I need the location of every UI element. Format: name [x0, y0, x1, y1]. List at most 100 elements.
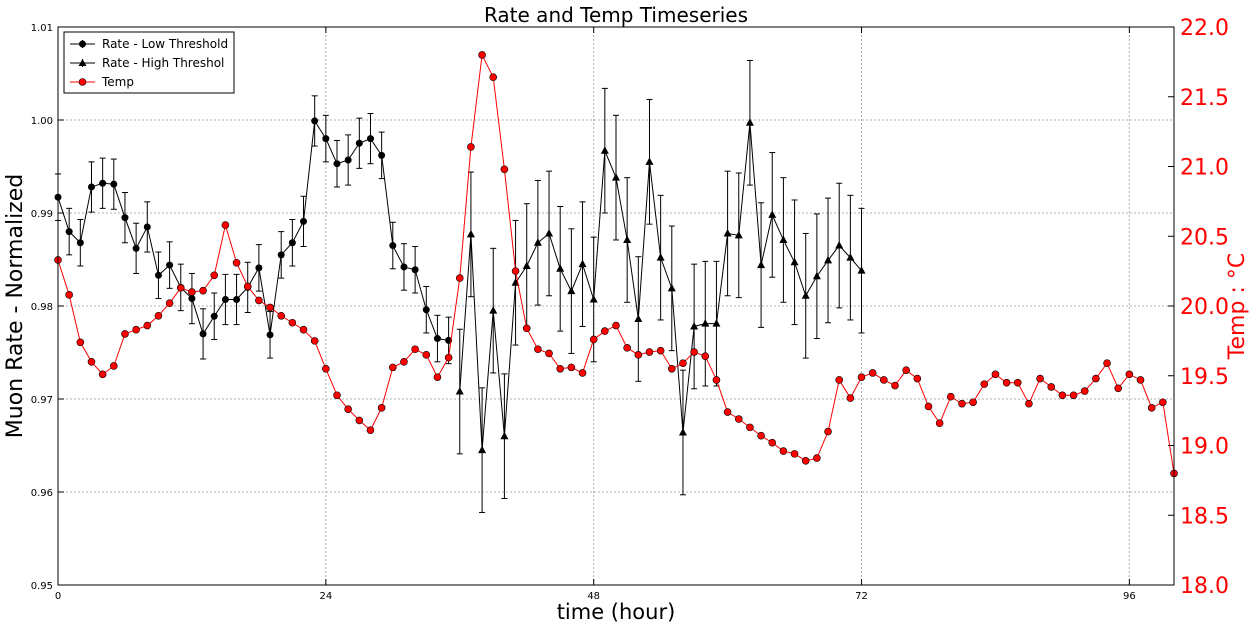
data-point [266, 303, 274, 312]
data-point [344, 405, 352, 414]
data-point [712, 376, 721, 384]
data-point [232, 258, 241, 267]
data-point [601, 327, 609, 335]
series-1 [455, 59, 866, 513]
x-axis-label: time (hour) [557, 600, 676, 624]
y-tick-label: 1.00 [31, 116, 53, 127]
data-point [913, 374, 922, 383]
y-tick-label: 0.96 [31, 488, 53, 499]
data-point [266, 331, 274, 339]
data-point [478, 51, 486, 59]
data-point [712, 319, 721, 327]
data-point [824, 255, 833, 264]
data-point [924, 402, 933, 411]
data-point [545, 228, 554, 237]
legend-label-rate-low: Rate - Low Threshold [102, 37, 228, 51]
data-point [299, 325, 308, 334]
data-point [400, 263, 408, 271]
data-point [634, 351, 643, 359]
legend-entry-rate-high: Rate - High Threshol [70, 56, 224, 70]
data-point [1013, 378, 1022, 387]
data-point [511, 267, 520, 275]
legend-marker-triangle [78, 59, 87, 66]
data-point [378, 151, 386, 159]
legend-label-temp: Temp [101, 75, 134, 89]
data-point [322, 364, 330, 373]
data-point [935, 419, 944, 427]
data-point [902, 366, 910, 374]
data-point [1025, 399, 1033, 408]
data-point [891, 381, 899, 390]
data-point [556, 364, 565, 373]
data-point [176, 284, 185, 292]
x-tick-label: 72 [855, 591, 868, 602]
data-point [288, 239, 296, 247]
data-point [444, 353, 453, 362]
data-point [76, 338, 85, 347]
data-point [377, 404, 386, 412]
data-point [679, 359, 687, 367]
y-tick-label: 0.98 [31, 302, 53, 313]
data-point [165, 299, 174, 308]
data-point [310, 337, 319, 345]
data-point [188, 295, 196, 303]
data-point [768, 438, 777, 447]
data-point [311, 117, 319, 125]
data-point [958, 399, 966, 408]
data-point [1125, 370, 1134, 379]
data-point [980, 380, 989, 388]
data-point [567, 363, 576, 372]
data-point [121, 214, 129, 222]
data-point [656, 253, 665, 261]
data-point [1047, 383, 1056, 391]
data-point [143, 223, 151, 231]
data-point [946, 392, 955, 401]
series-line [57, 119, 449, 341]
data-point [355, 416, 364, 425]
data-point [645, 157, 654, 165]
data-point [1002, 378, 1011, 387]
y2-tick-label: 22.0 [1180, 16, 1229, 41]
data-point [277, 311, 286, 320]
data-point [388, 363, 397, 372]
data-point [1058, 391, 1067, 400]
data-point [835, 241, 844, 249]
data-point [1080, 387, 1089, 395]
chart-title: Rate and Temp Timeseries [484, 3, 748, 27]
data-point [857, 266, 866, 274]
data-point [667, 364, 676, 373]
data-point [333, 391, 341, 400]
data-point [99, 179, 107, 187]
data-point [210, 271, 219, 280]
data-point [411, 345, 419, 354]
data-point [545, 349, 553, 358]
data-point [745, 118, 754, 126]
data-point [868, 369, 877, 377]
data-point [255, 296, 263, 305]
data-point [411, 266, 419, 274]
data-point [690, 348, 698, 356]
data-point [790, 257, 799, 266]
data-point [110, 180, 118, 188]
data-point [567, 286, 576, 295]
data-point [801, 457, 810, 465]
data-point [667, 283, 676, 292]
data-point [1114, 384, 1122, 393]
data-point [812, 271, 821, 280]
data-point [121, 330, 129, 338]
y2-tick-label: 19.0 [1180, 435, 1229, 460]
x-tick-label: 24 [319, 591, 332, 602]
y2-tick-label: 19.5 [1180, 365, 1229, 390]
data-point [65, 291, 73, 299]
data-point [455, 387, 464, 395]
data-point [734, 415, 743, 423]
data-point [656, 346, 665, 355]
data-point [243, 282, 252, 291]
data-point [589, 294, 598, 303]
data-point [221, 295, 229, 303]
data-point [578, 259, 587, 268]
data-point [154, 311, 163, 320]
data-point [366, 426, 375, 434]
data-point [578, 369, 587, 377]
data-point [991, 370, 1000, 379]
